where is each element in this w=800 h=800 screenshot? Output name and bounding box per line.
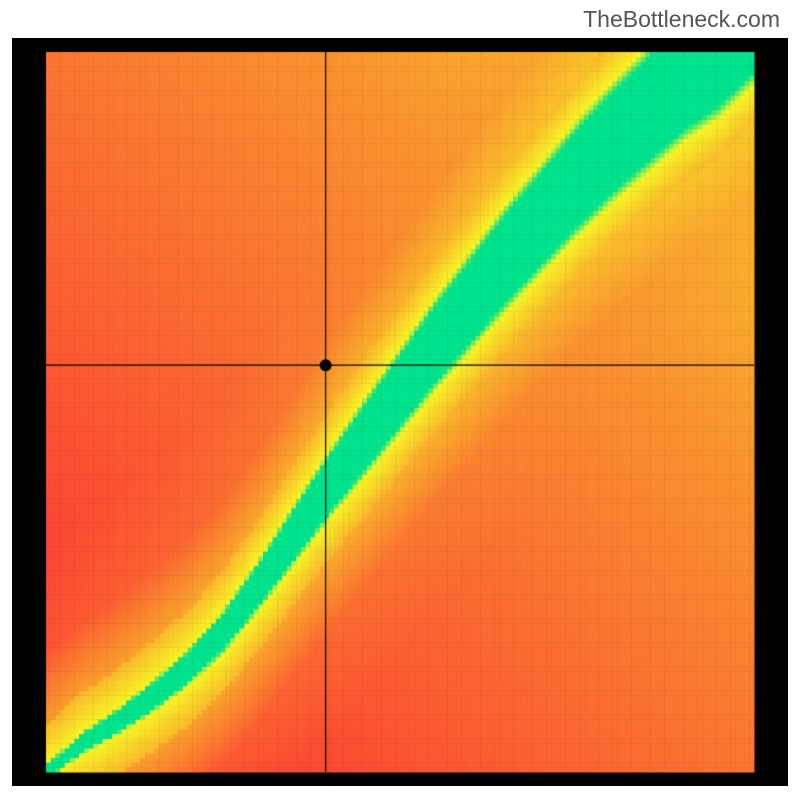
chart-container: TheBottleneck.com — [0, 0, 800, 800]
heatmap-canvas — [12, 38, 788, 786]
watermark-text: TheBottleneck.com — [583, 6, 780, 33]
chart-frame — [12, 38, 788, 786]
